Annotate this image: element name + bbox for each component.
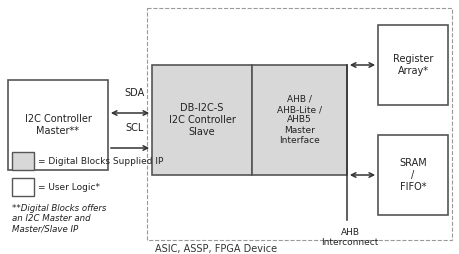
Text: = User Logic*: = User Logic* — [38, 183, 100, 192]
Bar — [12, 178, 34, 196]
Bar — [151, 65, 252, 175]
Bar — [252, 65, 346, 175]
Bar — [377, 25, 447, 105]
Text: SRAM
/
FIFO*: SRAM / FIFO* — [398, 158, 426, 192]
Text: Register
Array*: Register Array* — [392, 54, 432, 76]
Text: AHB
Interconnect: AHB Interconnect — [321, 228, 378, 247]
Text: ASIC, ASSP, FPGA Device: ASIC, ASSP, FPGA Device — [155, 244, 276, 254]
Text: SDA: SDA — [124, 88, 145, 98]
Bar — [8, 80, 108, 170]
Bar — [377, 135, 447, 215]
Text: AHB /
AHB-Lite /
AHB5
Master
Interface: AHB / AHB-Lite / AHB5 Master Interface — [276, 95, 321, 145]
Text: SCL: SCL — [126, 123, 144, 133]
Text: = Digital Blocks Supplied IP: = Digital Blocks Supplied IP — [38, 156, 163, 166]
Text: **Digital Blocks offers
an I2C Master and
Master/Slave IP: **Digital Blocks offers an I2C Master an… — [12, 204, 106, 234]
Bar — [12, 152, 34, 170]
Text: DB-I2C-S
I2C Controller
Slave: DB-I2C-S I2C Controller Slave — [168, 103, 235, 137]
Bar — [147, 8, 451, 240]
Text: I2C Controller
Master**: I2C Controller Master** — [24, 114, 91, 136]
